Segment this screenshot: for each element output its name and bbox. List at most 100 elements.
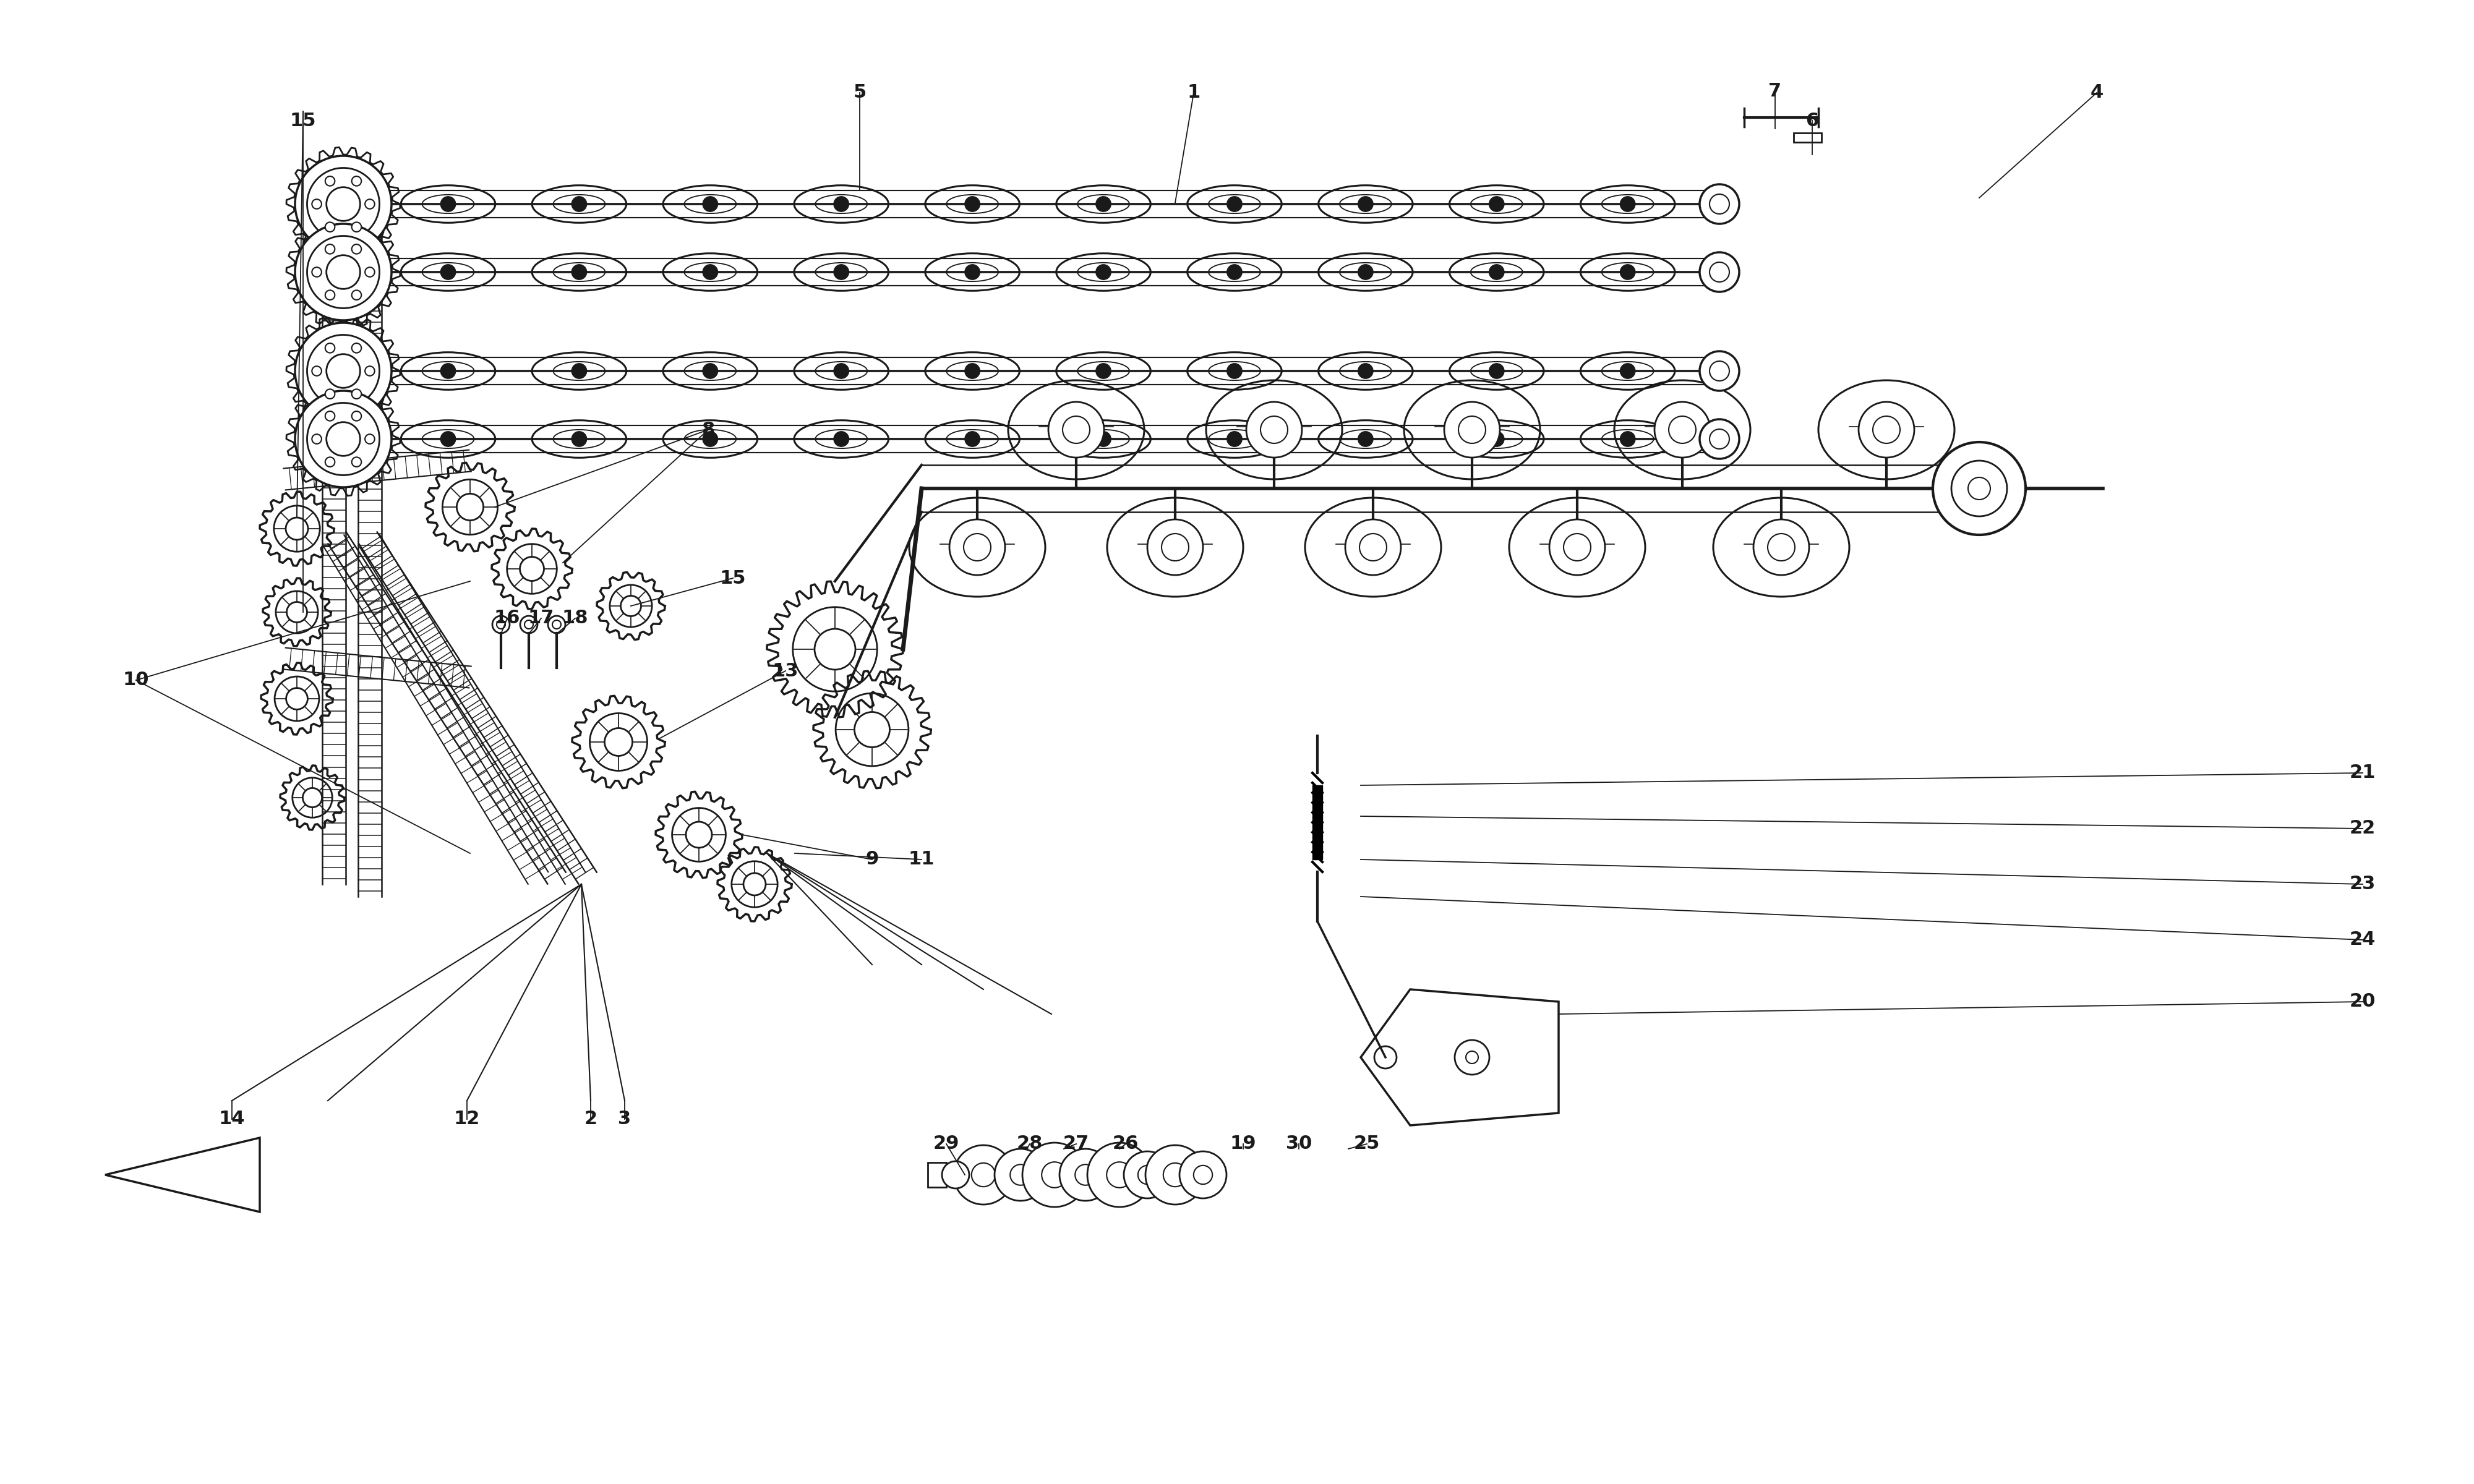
Text: 14: 14: [218, 1110, 245, 1128]
Circle shape: [1123, 1152, 1170, 1199]
Text: 19: 19: [1230, 1135, 1257, 1153]
Circle shape: [1700, 418, 1739, 459]
Circle shape: [1247, 402, 1301, 457]
Circle shape: [366, 435, 374, 444]
Circle shape: [571, 432, 586, 447]
Circle shape: [1376, 1046, 1395, 1068]
Circle shape: [1620, 432, 1635, 447]
Circle shape: [703, 264, 717, 279]
Circle shape: [1932, 442, 2026, 534]
Circle shape: [703, 196, 717, 212]
Circle shape: [1700, 184, 1739, 224]
Circle shape: [351, 411, 361, 421]
Circle shape: [943, 1160, 970, 1189]
Circle shape: [1620, 196, 1635, 212]
Bar: [928, 1162, 945, 1187]
Circle shape: [351, 343, 361, 353]
Text: 9: 9: [866, 850, 878, 868]
Text: 26: 26: [1113, 1135, 1138, 1153]
Circle shape: [965, 432, 980, 447]
Circle shape: [440, 432, 455, 447]
Text: 6: 6: [1806, 111, 1818, 129]
Text: 12: 12: [453, 1110, 480, 1128]
Circle shape: [549, 616, 564, 634]
Circle shape: [1754, 519, 1808, 574]
Circle shape: [1022, 1143, 1086, 1206]
Circle shape: [366, 367, 374, 375]
Circle shape: [1358, 196, 1373, 212]
Circle shape: [351, 223, 361, 232]
Circle shape: [366, 199, 374, 209]
Circle shape: [1489, 264, 1504, 279]
Circle shape: [1227, 196, 1242, 212]
Circle shape: [1096, 196, 1111, 212]
Text: 11: 11: [908, 850, 935, 868]
Circle shape: [324, 223, 334, 232]
Circle shape: [351, 177, 361, 186]
Circle shape: [1096, 264, 1111, 279]
Circle shape: [312, 435, 322, 444]
Circle shape: [1489, 364, 1504, 378]
Circle shape: [1455, 1040, 1489, 1074]
Circle shape: [965, 364, 980, 378]
Text: 28: 28: [1017, 1135, 1044, 1153]
Circle shape: [294, 156, 391, 252]
Circle shape: [1445, 402, 1499, 457]
Circle shape: [324, 245, 334, 254]
Circle shape: [324, 457, 334, 467]
Text: 15: 15: [289, 111, 317, 129]
Circle shape: [1049, 402, 1103, 457]
Circle shape: [965, 196, 980, 212]
Text: 27: 27: [1064, 1135, 1089, 1153]
Circle shape: [440, 364, 455, 378]
Text: 13: 13: [772, 662, 799, 680]
Polygon shape: [1361, 990, 1559, 1125]
Circle shape: [965, 264, 980, 279]
Circle shape: [950, 519, 1004, 574]
Text: 15: 15: [720, 570, 747, 588]
Circle shape: [1089, 1143, 1153, 1206]
Circle shape: [492, 616, 510, 634]
Circle shape: [1358, 264, 1373, 279]
Circle shape: [955, 1146, 1014, 1205]
Circle shape: [1227, 264, 1242, 279]
Circle shape: [324, 291, 334, 300]
Text: 5: 5: [854, 83, 866, 102]
Circle shape: [1620, 364, 1635, 378]
Bar: [1311, 785, 1321, 859]
Circle shape: [1358, 432, 1373, 447]
Circle shape: [834, 264, 849, 279]
Circle shape: [834, 196, 849, 212]
Circle shape: [440, 264, 455, 279]
Circle shape: [312, 267, 322, 278]
Circle shape: [571, 196, 586, 212]
Text: 3: 3: [618, 1110, 631, 1128]
Circle shape: [294, 224, 391, 321]
Text: 4: 4: [2091, 83, 2103, 102]
Text: 23: 23: [2350, 876, 2375, 893]
Circle shape: [294, 322, 391, 418]
Text: 16: 16: [495, 610, 520, 628]
Circle shape: [324, 343, 334, 353]
Circle shape: [834, 364, 849, 378]
Text: 10: 10: [124, 671, 148, 689]
Circle shape: [995, 1149, 1047, 1201]
Circle shape: [1700, 352, 1739, 390]
Circle shape: [1358, 364, 1373, 378]
Circle shape: [520, 616, 537, 634]
Circle shape: [366, 267, 374, 278]
Circle shape: [351, 291, 361, 300]
Circle shape: [1148, 519, 1202, 574]
Circle shape: [571, 264, 586, 279]
Circle shape: [1858, 402, 1915, 457]
Circle shape: [1620, 264, 1635, 279]
Circle shape: [1655, 402, 1710, 457]
Circle shape: [324, 389, 334, 399]
Circle shape: [1227, 432, 1242, 447]
Circle shape: [1059, 1149, 1111, 1201]
Bar: [1794, 134, 1821, 142]
Polygon shape: [104, 1138, 260, 1212]
Circle shape: [1489, 432, 1504, 447]
Text: 2: 2: [584, 1110, 596, 1128]
Circle shape: [1227, 364, 1242, 378]
